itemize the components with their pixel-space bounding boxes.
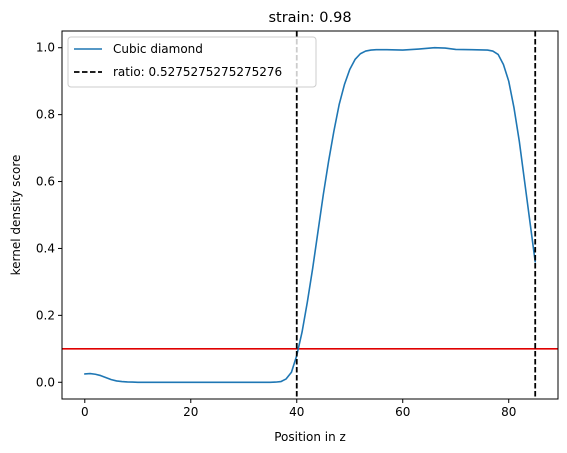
legend: Cubic diamond ratio: 0.5275275275275276 [67, 36, 317, 88]
x-tick-label-1: 20 [183, 405, 198, 419]
x-tick-label-2: 40 [289, 405, 304, 419]
data-layer [62, 31, 558, 399]
y-tick-label-5: 1.0 [36, 41, 55, 55]
legend-label-series: Cubic diamond [113, 42, 203, 56]
y-tick-label-0: 0.0 [36, 375, 55, 389]
x-tick-label-3: 60 [395, 405, 410, 419]
x-tick-label-4: 80 [501, 405, 516, 419]
plot-frame [61, 30, 559, 400]
legend-box [67, 36, 317, 88]
y-axis-label: kernel density score [9, 155, 23, 276]
y-tick-label-4: 0.8 [36, 108, 55, 122]
axes-layer: 0 20 40 60 80 0.0 0.2 0.4 0.6 0.8 1.0 [36, 41, 516, 419]
x-tick-label-0: 0 [81, 405, 89, 419]
y-tick-label-2: 0.4 [36, 241, 55, 255]
legend-label-ratio: ratio: 0.5275275275275276 [113, 65, 282, 79]
y-tick-label-1: 0.2 [36, 308, 55, 322]
chart-title: strain: 0.98 [268, 10, 351, 26]
x-axis-label: Position in z [274, 430, 346, 444]
series-line-0 [83, 46, 537, 384]
y-tick-label-3: 0.6 [36, 175, 55, 189]
